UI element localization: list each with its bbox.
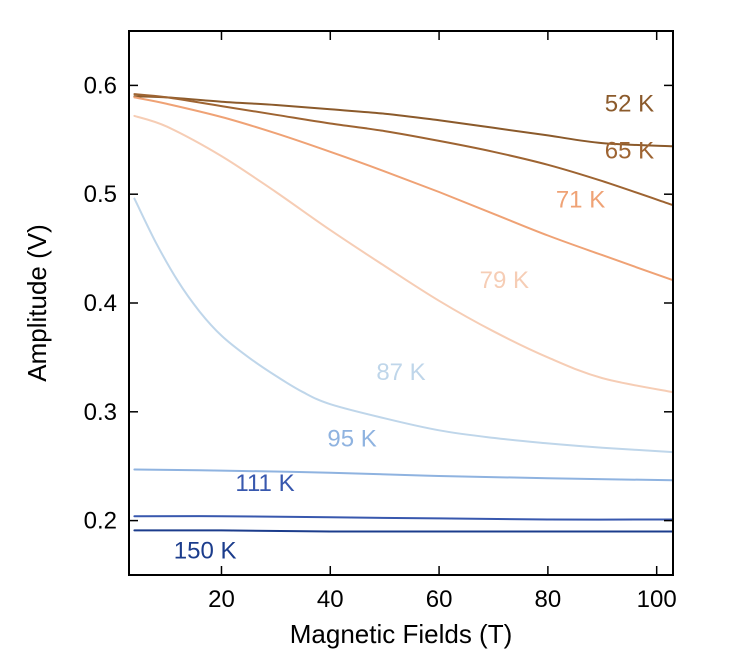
series-label-79-k: 79 K — [480, 267, 529, 294]
series-line-52-k — [133, 95, 674, 148]
x-tick-label: 40 — [317, 586, 344, 613]
y-axis-title: Amplitude (V) — [22, 224, 52, 382]
series-line-71-k — [133, 96, 674, 282]
x-tick-label: 20 — [208, 586, 235, 613]
x-tick-label: 100 — [637, 586, 677, 613]
series-line-79-k — [133, 114, 674, 394]
series-label-65-k: 65 K — [605, 137, 654, 164]
series-label-52-k: 52 K — [605, 91, 654, 118]
x-axis-title: Magnetic Fields (T) — [290, 619, 513, 649]
series-label-111-k: 111 K — [235, 470, 294, 497]
label-layer: 52 K 65 K71 K 79 K 87 K 95 K 111 K 150 K — [174, 91, 654, 565]
plot-frame — [128, 30, 674, 576]
series-line-111-k — [133, 515, 674, 521]
series-label-150-k: 150 K — [174, 538, 237, 565]
series-label-71-k: 71 K — [556, 186, 605, 213]
y-tick-label: 0.6 — [84, 72, 117, 99]
series-line-150-k — [133, 529, 674, 533]
series-label-95-k: 95 K — [327, 426, 376, 453]
x-tick-label: 80 — [535, 586, 562, 613]
y-tick-label: 0.4 — [84, 290, 117, 317]
y-tick-label: 0.3 — [84, 399, 117, 426]
series-layer — [133, 93, 674, 533]
y-tick-label: 0.2 — [84, 508, 117, 535]
series-line-87-k — [133, 197, 674, 454]
series-line-65-k — [133, 93, 674, 207]
y-tick-label: 0.5 — [84, 181, 117, 208]
series-label-87-k: 87 K — [376, 359, 425, 386]
axis-layer: 20 40 60 80 100 0.2 0.3 0.4 0.5 0.6 — [84, 31, 677, 613]
x-tick-label: 60 — [426, 586, 453, 613]
series-line-95-k — [133, 468, 674, 482]
